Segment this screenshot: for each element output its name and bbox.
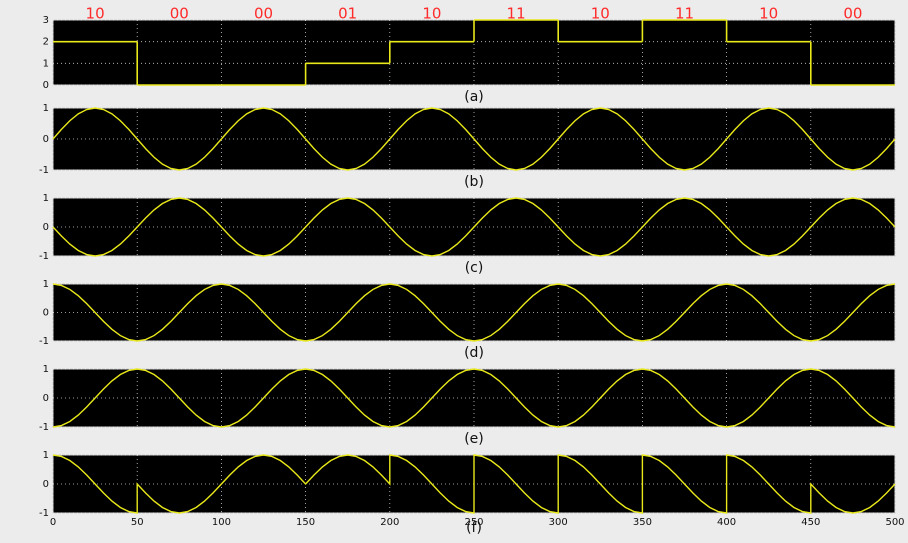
panel: -1 0 1 (d) [39,279,896,361]
x-tick-label: 150 [296,517,315,528]
bit-label: 01 [338,5,357,23]
y-tick-label: -1 [39,336,49,347]
y-tick-label: 1 [43,279,49,290]
x-tick-label: 300 [549,517,568,528]
signal-line [52,283,896,342]
y-tick-label: 0 [43,222,49,233]
y-tick-label: 3 [43,15,49,26]
y-tick-label: -1 [39,165,49,176]
x-tick-label: 400 [717,517,736,528]
signal-line [52,107,896,171]
panel: -1 0 1 (c) [39,193,896,276]
x-tick-label: 500 [885,517,904,528]
bit-label: 10 [86,5,105,23]
y-tick-label: 1 [43,58,49,69]
y-tick-label: 1 [43,103,49,114]
y-tick-label: 1 [43,364,49,375]
panel: -1 0 1 (e) [39,364,896,447]
x-tick-label: 250 [464,517,483,528]
panel-caption: (c) [465,260,484,276]
y-tick-label: -1 [39,422,49,433]
y-tick-label: 0 [43,308,49,319]
bit-label: 00 [254,5,273,23]
x-tick-label: 100 [212,517,231,528]
bit-label: 11 [507,5,526,23]
bit-label: 11 [675,5,694,23]
bit-label: 10 [591,5,610,23]
signal-line [52,454,896,514]
bit-label: 10 [759,5,778,23]
panel-caption: (e) [464,431,484,447]
x-tick-label: 200 [380,517,399,528]
panel-caption: (b) [464,174,484,190]
y-tick-label: -1 [39,508,49,519]
y-tick-label: 0 [43,479,49,490]
bit-label: 00 [170,5,189,23]
panel-caption: (d) [464,345,484,361]
x-tick-label: 450 [801,517,820,528]
panel-caption: (a) [464,89,484,105]
bit-label: 00 [843,5,862,23]
y-tick-label: 0 [43,134,49,145]
y-tick-label: 1 [43,450,49,461]
signal-line [52,197,896,257]
y-tick-label: 1 [43,193,49,204]
y-tick-label: 2 [43,37,49,48]
panel: 0 50 100 150 200 250 300 350 400 450 500-101(f) [39,450,905,536]
y-tick-label: 0 [43,80,49,91]
signal-line [52,368,896,428]
panel: -1 0 1 (b) [39,103,896,190]
y-tick-label: 0 [43,393,49,404]
x-tick-label: 50 [131,517,144,528]
panel-caption: (f) [466,520,482,536]
y-tick-label: -1 [39,251,49,262]
bit-label: 10 [422,5,441,23]
x-tick-label: 350 [633,517,652,528]
x-tick-label: 0 [50,517,56,528]
